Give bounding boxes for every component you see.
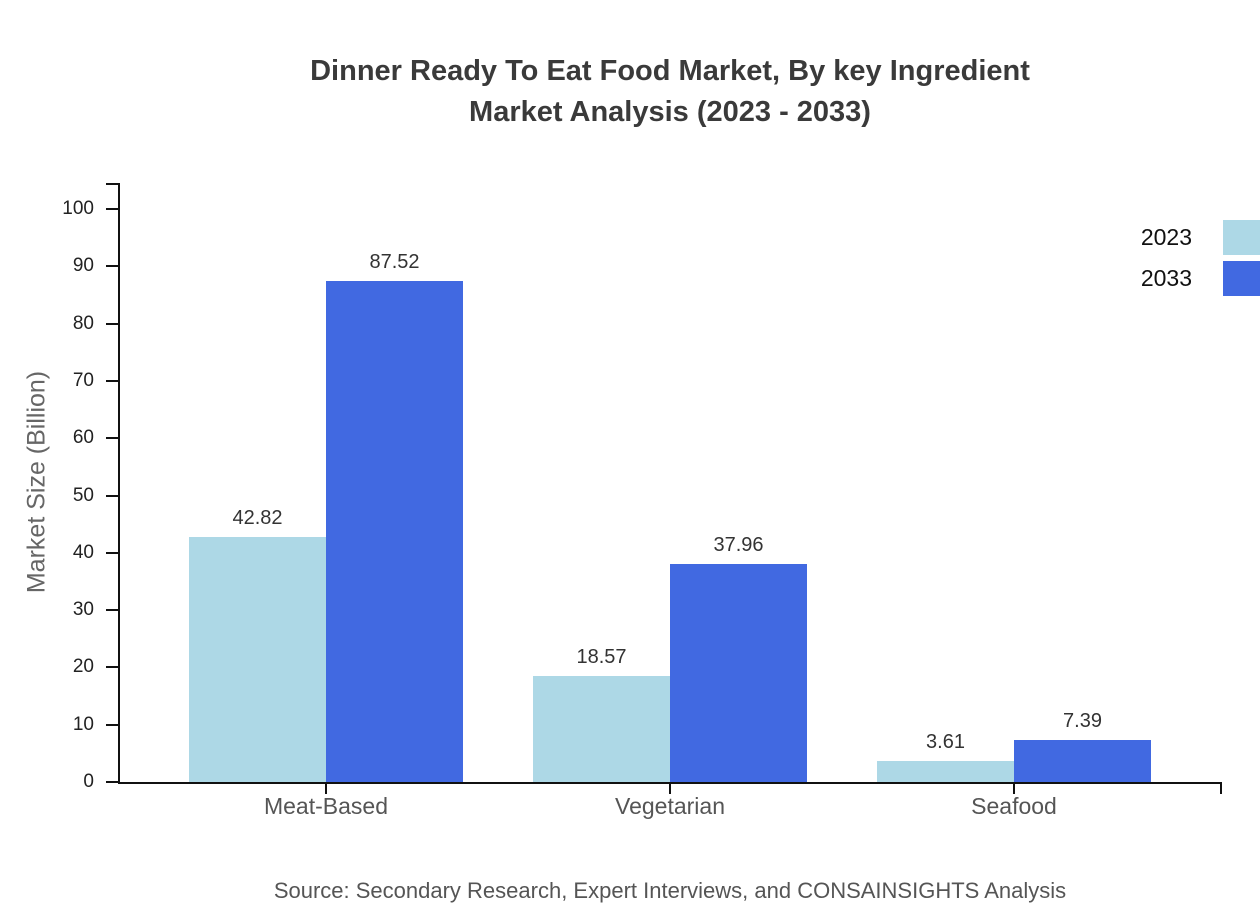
y-tick-label-40: 40 [72,542,94,563]
legend-swatch-2033 [1223,261,1260,296]
value-label-2033-vegetarian: 37.96 [713,534,764,556]
y-tick-90 [106,265,118,267]
y-tick-label-60: 60 [72,427,94,448]
category-label-vegetarian: Vegetarian [615,793,725,819]
category-label-meat-based: Meat-Based [263,793,388,819]
value-label-2023-meat-based: 42.82 [232,507,283,529]
y-tick-label-10: 10 [72,714,94,735]
y-tick-label-70: 70 [72,370,94,391]
bar-2033-vegetarian [670,564,807,782]
bar-2023-vegetarian [533,676,670,782]
category-label-seafood: Seafood [971,793,1057,819]
y-tick-label-0: 0 [83,771,94,792]
legend-label-2033: 2033 [1140,265,1192,291]
chart-title: Dinner Ready To Eat Food Market, By key … [118,51,1222,133]
y-tick-label-100: 100 [62,198,94,219]
legend-entry-2023: 2023 [1141,220,1260,255]
x-tick-meat-based [325,784,327,794]
x-axis-end-cap [1220,782,1222,794]
x-axis-line [118,782,1222,784]
y-tick-70 [106,380,118,382]
x-tick-vegetarian [669,784,671,794]
chart-title-line1: Dinner Ready To Eat Food Market, By key … [310,55,1030,87]
y-tick-40 [106,552,118,554]
bar-2023-seafood [877,761,1014,782]
legend-swatch-2023 [1223,220,1260,255]
legend-label-2023: 2023 [1140,224,1192,250]
y-tick-label-90: 90 [72,255,94,276]
y-axis-end-cap [106,183,118,185]
y-tick-80 [106,323,118,325]
y-tick-50 [106,495,118,497]
y-tick-label-30: 30 [72,599,94,620]
value-label-2033-seafood: 7.39 [1063,710,1102,732]
bar-2023-meat-based [189,537,326,782]
y-tick-100 [106,208,118,210]
legend-entry-2033: 2033 [1141,261,1260,296]
y-tick-10 [106,724,118,726]
y-tick-60 [106,437,118,439]
y-tick-20 [106,666,118,668]
value-label-2023-vegetarian: 18.57 [576,646,627,668]
value-label-2033-meat-based: 87.52 [369,251,420,273]
y-tick-30 [106,609,118,611]
y-tick-0 [106,781,118,783]
bar-2033-seafood [1014,740,1151,782]
y-axis-line [118,183,120,784]
y-tick-label-80: 80 [72,313,94,334]
plot-area: 0 10 20 30 40 50 60 70 80 90 100 Meat-Based Vegetari… [62,183,1222,819]
legend: 2023 2033 [1141,220,1260,296]
y-tick-label-50: 50 [72,485,94,506]
y-tick-label-20: 20 [72,656,94,677]
value-label-2023-seafood: 3.61 [926,731,965,753]
chart-title-line2: Market Analysis (2023 - 2033) [469,96,871,128]
source-note: Source: Secondary Research, Expert Inter… [273,878,1067,903]
bar-2033-meat-based [326,281,463,782]
x-tick-seafood [1013,784,1015,794]
